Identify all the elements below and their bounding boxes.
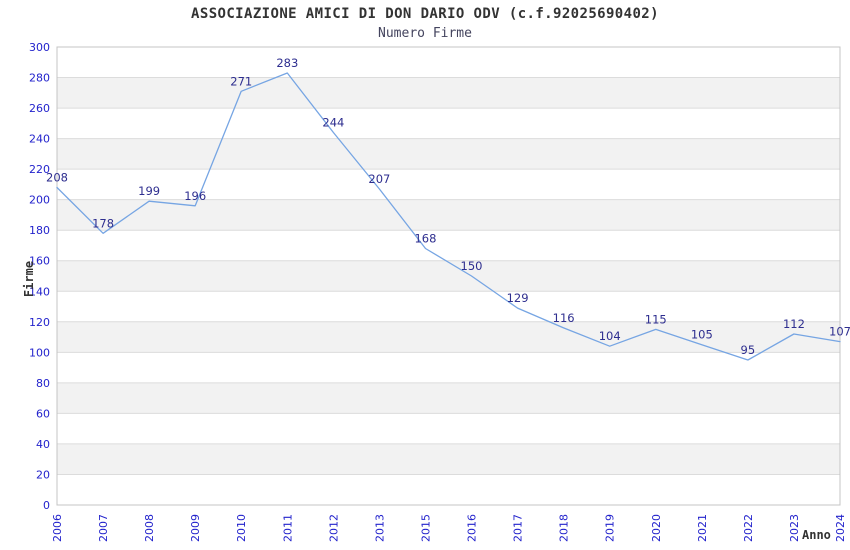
grid-band <box>57 77 840 109</box>
y-tick-label: 180 <box>29 224 50 237</box>
grid-band <box>57 169 840 200</box>
x-tick-label: 2013 <box>373 514 386 542</box>
data-label: 244 <box>322 115 344 129</box>
x-tick-label: 2006 <box>51 514 64 542</box>
x-tick-label: 2021 <box>696 514 709 542</box>
data-label: 168 <box>414 232 436 246</box>
x-axis-title: Anno <box>802 528 831 542</box>
chart-line <box>56 72 841 361</box>
data-label: 208 <box>46 170 68 184</box>
y-tick-label: 260 <box>29 102 50 115</box>
data-label: 104 <box>599 329 621 343</box>
y-tick-label: 200 <box>29 194 50 207</box>
data-label: 283 <box>276 56 298 70</box>
data-label: 271 <box>230 74 252 88</box>
x-tick-label: 2018 <box>558 514 571 542</box>
data-label: 105 <box>691 328 713 342</box>
data-label: 95 <box>741 343 756 357</box>
grid-band <box>57 474 840 505</box>
y-tick-label: 280 <box>29 72 50 85</box>
grid-band <box>57 352 840 383</box>
data-label: 199 <box>138 184 160 198</box>
x-tick-label: 2010 <box>235 514 248 542</box>
x-tick-label: 2020 <box>650 514 663 542</box>
x-tick-label: 2019 <box>604 514 617 542</box>
y-tick-label: 0 <box>43 499 50 512</box>
data-label: 112 <box>783 317 805 331</box>
grid-band <box>57 47 840 78</box>
x-tick-label: 2022 <box>742 514 755 542</box>
data-label: 115 <box>645 312 667 326</box>
data-label: 150 <box>461 259 483 273</box>
y-tick-label: 120 <box>29 316 50 329</box>
y-tick-label: 220 <box>29 163 50 176</box>
grid-band <box>57 382 840 414</box>
x-tick-label: 2017 <box>512 514 525 542</box>
data-label: 129 <box>507 291 529 305</box>
y-tick-label: 60 <box>36 407 50 420</box>
plot-border <box>56 46 841 506</box>
grid-band <box>57 321 840 353</box>
data-label: 196 <box>184 189 206 203</box>
x-tick-label: 2012 <box>327 514 340 542</box>
chart-subtitle: Numero Firme <box>378 26 472 41</box>
grid-band <box>57 413 840 444</box>
y-axis-title: Firme <box>22 260 36 298</box>
grid-band <box>57 108 840 139</box>
data-label: 178 <box>92 216 114 230</box>
x-tick-label: 2008 <box>143 514 156 542</box>
x-tick-label: 2009 <box>189 514 202 542</box>
grid-band <box>57 443 840 475</box>
y-tick-label: 300 <box>29 41 50 54</box>
x-tick-label: 2011 <box>281 514 294 542</box>
grid-band <box>57 291 840 322</box>
data-label: 116 <box>553 311 575 325</box>
grid-band <box>57 260 840 292</box>
y-tick-label: 100 <box>29 346 50 359</box>
y-tick-label: 80 <box>36 377 50 390</box>
y-tick-label: 40 <box>36 438 50 451</box>
chart-title: ASSOCIAZIONE AMICI DI DON DARIO ODV (c.f… <box>191 6 659 22</box>
y-tick-label: 20 <box>36 468 50 481</box>
x-tick-label: 2024 <box>834 514 847 542</box>
y-tick-label: 140 <box>29 285 50 298</box>
x-tick-label: 2015 <box>419 514 432 542</box>
data-label: 207 <box>368 172 390 186</box>
data-label: 107 <box>829 325 850 339</box>
grid-band <box>57 230 840 261</box>
y-tick-label: 160 <box>29 255 50 268</box>
y-tick-label: 240 <box>29 133 50 146</box>
x-tick-label: 2016 <box>466 514 479 542</box>
x-tick-label: 2007 <box>97 514 110 542</box>
grid-band <box>57 138 840 170</box>
x-tick-label: 2023 <box>788 514 801 542</box>
